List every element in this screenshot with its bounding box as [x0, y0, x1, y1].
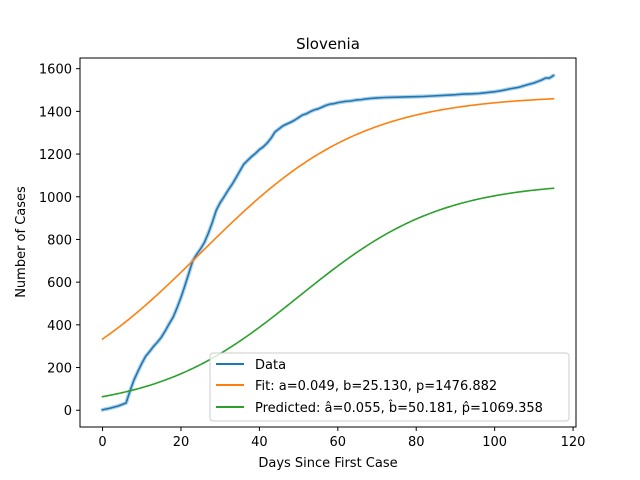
chart-title: Slovenia — [296, 35, 360, 53]
legend-entry-predicted-label: Predicted: â=0.055, b̂=50.181, p̂=1069.3… — [255, 401, 543, 416]
y-tick-label: 200 — [47, 362, 72, 377]
plot-data — [100, 73, 556, 412]
y-tick-label: 600 — [47, 276, 72, 291]
x-tick-label: 0 — [98, 435, 106, 450]
x-tick-label: 60 — [330, 435, 347, 450]
y-tick-label: 1600 — [39, 63, 72, 78]
plot-frame — [79, 57, 577, 428]
legend-entry-fit-label: Fit: a=0.049, b=25.130, p=1476.882 — [255, 379, 497, 394]
x-axis-label: Days Since First Case — [258, 456, 397, 471]
x-tick-label: 100 — [482, 435, 507, 450]
series-line-data — [101, 74, 555, 411]
y-axis-label: Number of Cases — [14, 186, 29, 298]
y-tick-label: 400 — [47, 319, 72, 334]
y-tick-label: 0 — [64, 404, 72, 419]
series-line-fit — [101, 97, 555, 341]
legend: Data Fit: a=0.049, b=25.130, p=1476.882 Pr… — [209, 352, 570, 422]
y-tick-label: 800 — [47, 233, 72, 248]
y-tick-label: 1000 — [39, 191, 72, 206]
y-tick-label: 1200 — [39, 148, 72, 163]
x-tick-label: 120 — [561, 435, 586, 450]
series-line-predicted — [101, 187, 555, 398]
x-tick-label: 80 — [408, 435, 425, 450]
legend-box — [209, 352, 570, 422]
y-tick-label: 1400 — [39, 105, 72, 120]
x-tick-label: 20 — [173, 435, 190, 450]
y-axis-ticks: 0 200 400 600 800 1000 1200 1400 1600 — [39, 63, 80, 419]
x-tick-label: 40 — [251, 435, 268, 450]
legend-entry-data-label: Data — [255, 358, 286, 373]
x-axis-ticks: 0 20 40 60 80 100 120 — [98, 427, 585, 450]
